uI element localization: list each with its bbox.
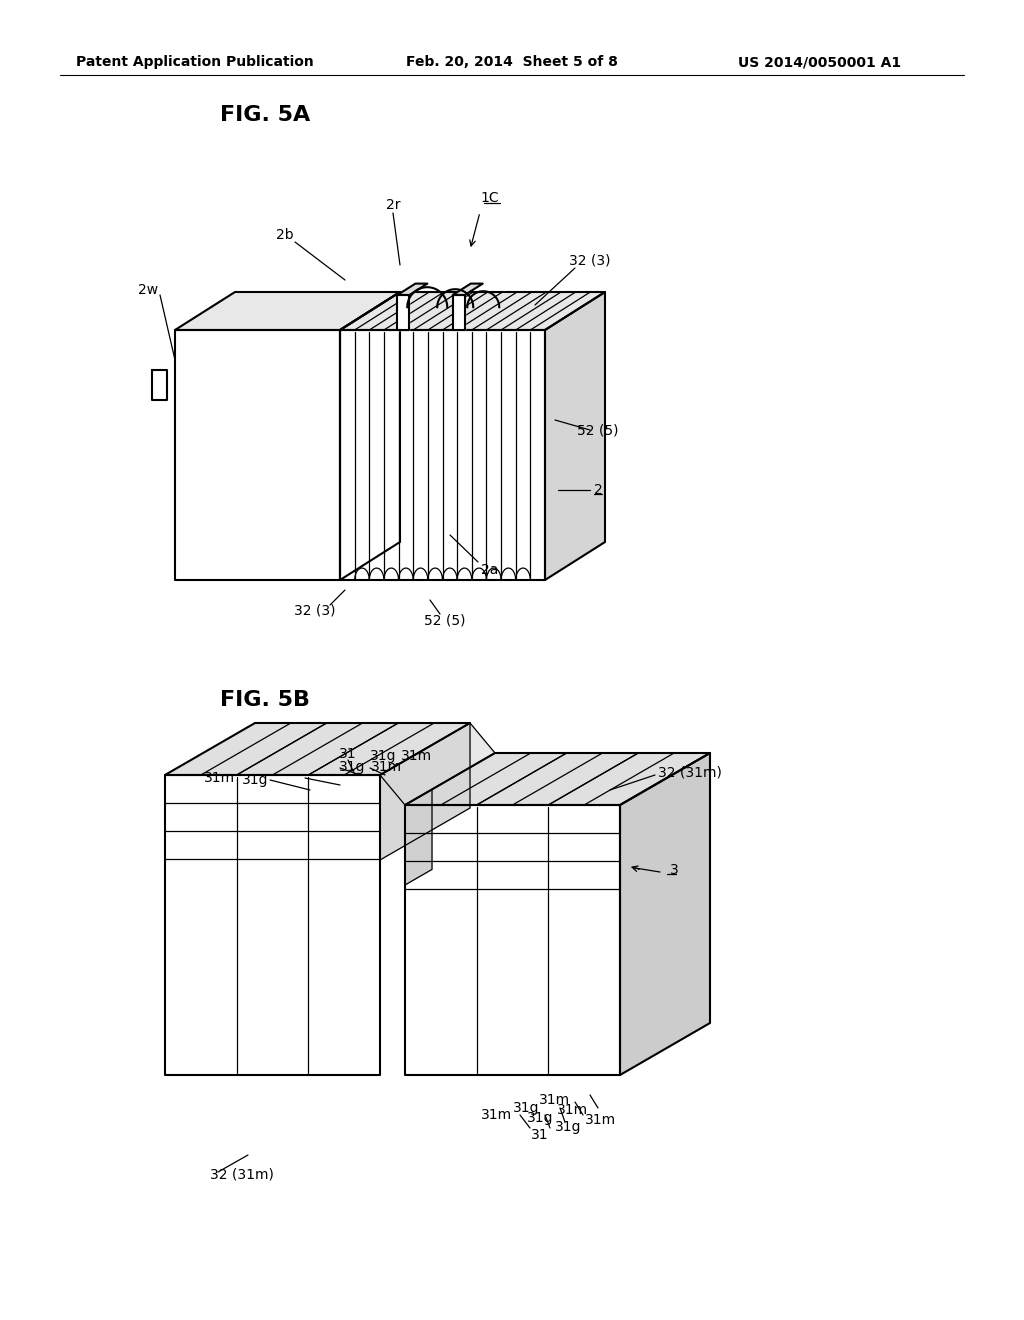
Text: Feb. 20, 2014  Sheet 5 of 8: Feb. 20, 2014 Sheet 5 of 8	[407, 55, 617, 69]
Text: 32 (3): 32 (3)	[294, 603, 336, 616]
Text: 31m: 31m	[586, 1113, 616, 1127]
Text: FIG. 5A: FIG. 5A	[220, 106, 310, 125]
Text: 31m: 31m	[540, 1093, 570, 1107]
Polygon shape	[175, 292, 400, 330]
Text: 2w: 2w	[138, 282, 158, 297]
Text: 2: 2	[594, 483, 602, 498]
Text: 31g: 31g	[339, 760, 366, 774]
Text: 32 (3): 32 (3)	[569, 253, 610, 267]
Text: 31m: 31m	[204, 771, 234, 785]
Text: 31g: 31g	[513, 1101, 540, 1115]
Polygon shape	[406, 789, 432, 884]
Text: 31m: 31m	[401, 748, 432, 763]
Polygon shape	[620, 752, 710, 1074]
Polygon shape	[340, 292, 605, 330]
Text: 32 (31m): 32 (31m)	[658, 766, 722, 780]
Polygon shape	[453, 284, 482, 294]
Polygon shape	[175, 330, 340, 579]
Text: 31m: 31m	[371, 760, 401, 774]
Text: 31g: 31g	[555, 1119, 582, 1134]
Polygon shape	[406, 752, 710, 805]
Polygon shape	[380, 723, 495, 805]
Text: Patent Application Publication: Patent Application Publication	[76, 55, 314, 69]
Polygon shape	[406, 805, 620, 1074]
Polygon shape	[340, 330, 545, 579]
Text: 31: 31	[531, 1129, 549, 1142]
Polygon shape	[165, 723, 470, 775]
Text: 31g: 31g	[370, 748, 396, 763]
Text: 2a: 2a	[481, 564, 499, 577]
Polygon shape	[453, 294, 465, 330]
Text: 31g: 31g	[242, 774, 268, 787]
Text: 32 (31m): 32 (31m)	[210, 1168, 273, 1181]
Text: US 2014/0050001 A1: US 2014/0050001 A1	[738, 55, 901, 69]
Polygon shape	[397, 294, 410, 330]
Text: FIG. 5B: FIG. 5B	[220, 690, 310, 710]
Text: 2r: 2r	[386, 198, 400, 213]
Text: 31m: 31m	[556, 1104, 588, 1117]
Text: 52 (5): 52 (5)	[578, 422, 618, 437]
Polygon shape	[152, 370, 167, 400]
Text: 52 (5): 52 (5)	[424, 612, 466, 627]
Text: 3: 3	[670, 863, 679, 876]
Text: 31m: 31m	[481, 1107, 513, 1122]
Polygon shape	[397, 284, 427, 294]
Text: 31: 31	[339, 747, 356, 762]
Polygon shape	[545, 292, 605, 579]
Polygon shape	[380, 723, 470, 861]
Text: 1C: 1C	[480, 191, 500, 205]
Text: 31g: 31g	[526, 1111, 553, 1125]
Polygon shape	[165, 775, 380, 1074]
Polygon shape	[340, 292, 400, 579]
Text: 2b: 2b	[276, 228, 294, 242]
